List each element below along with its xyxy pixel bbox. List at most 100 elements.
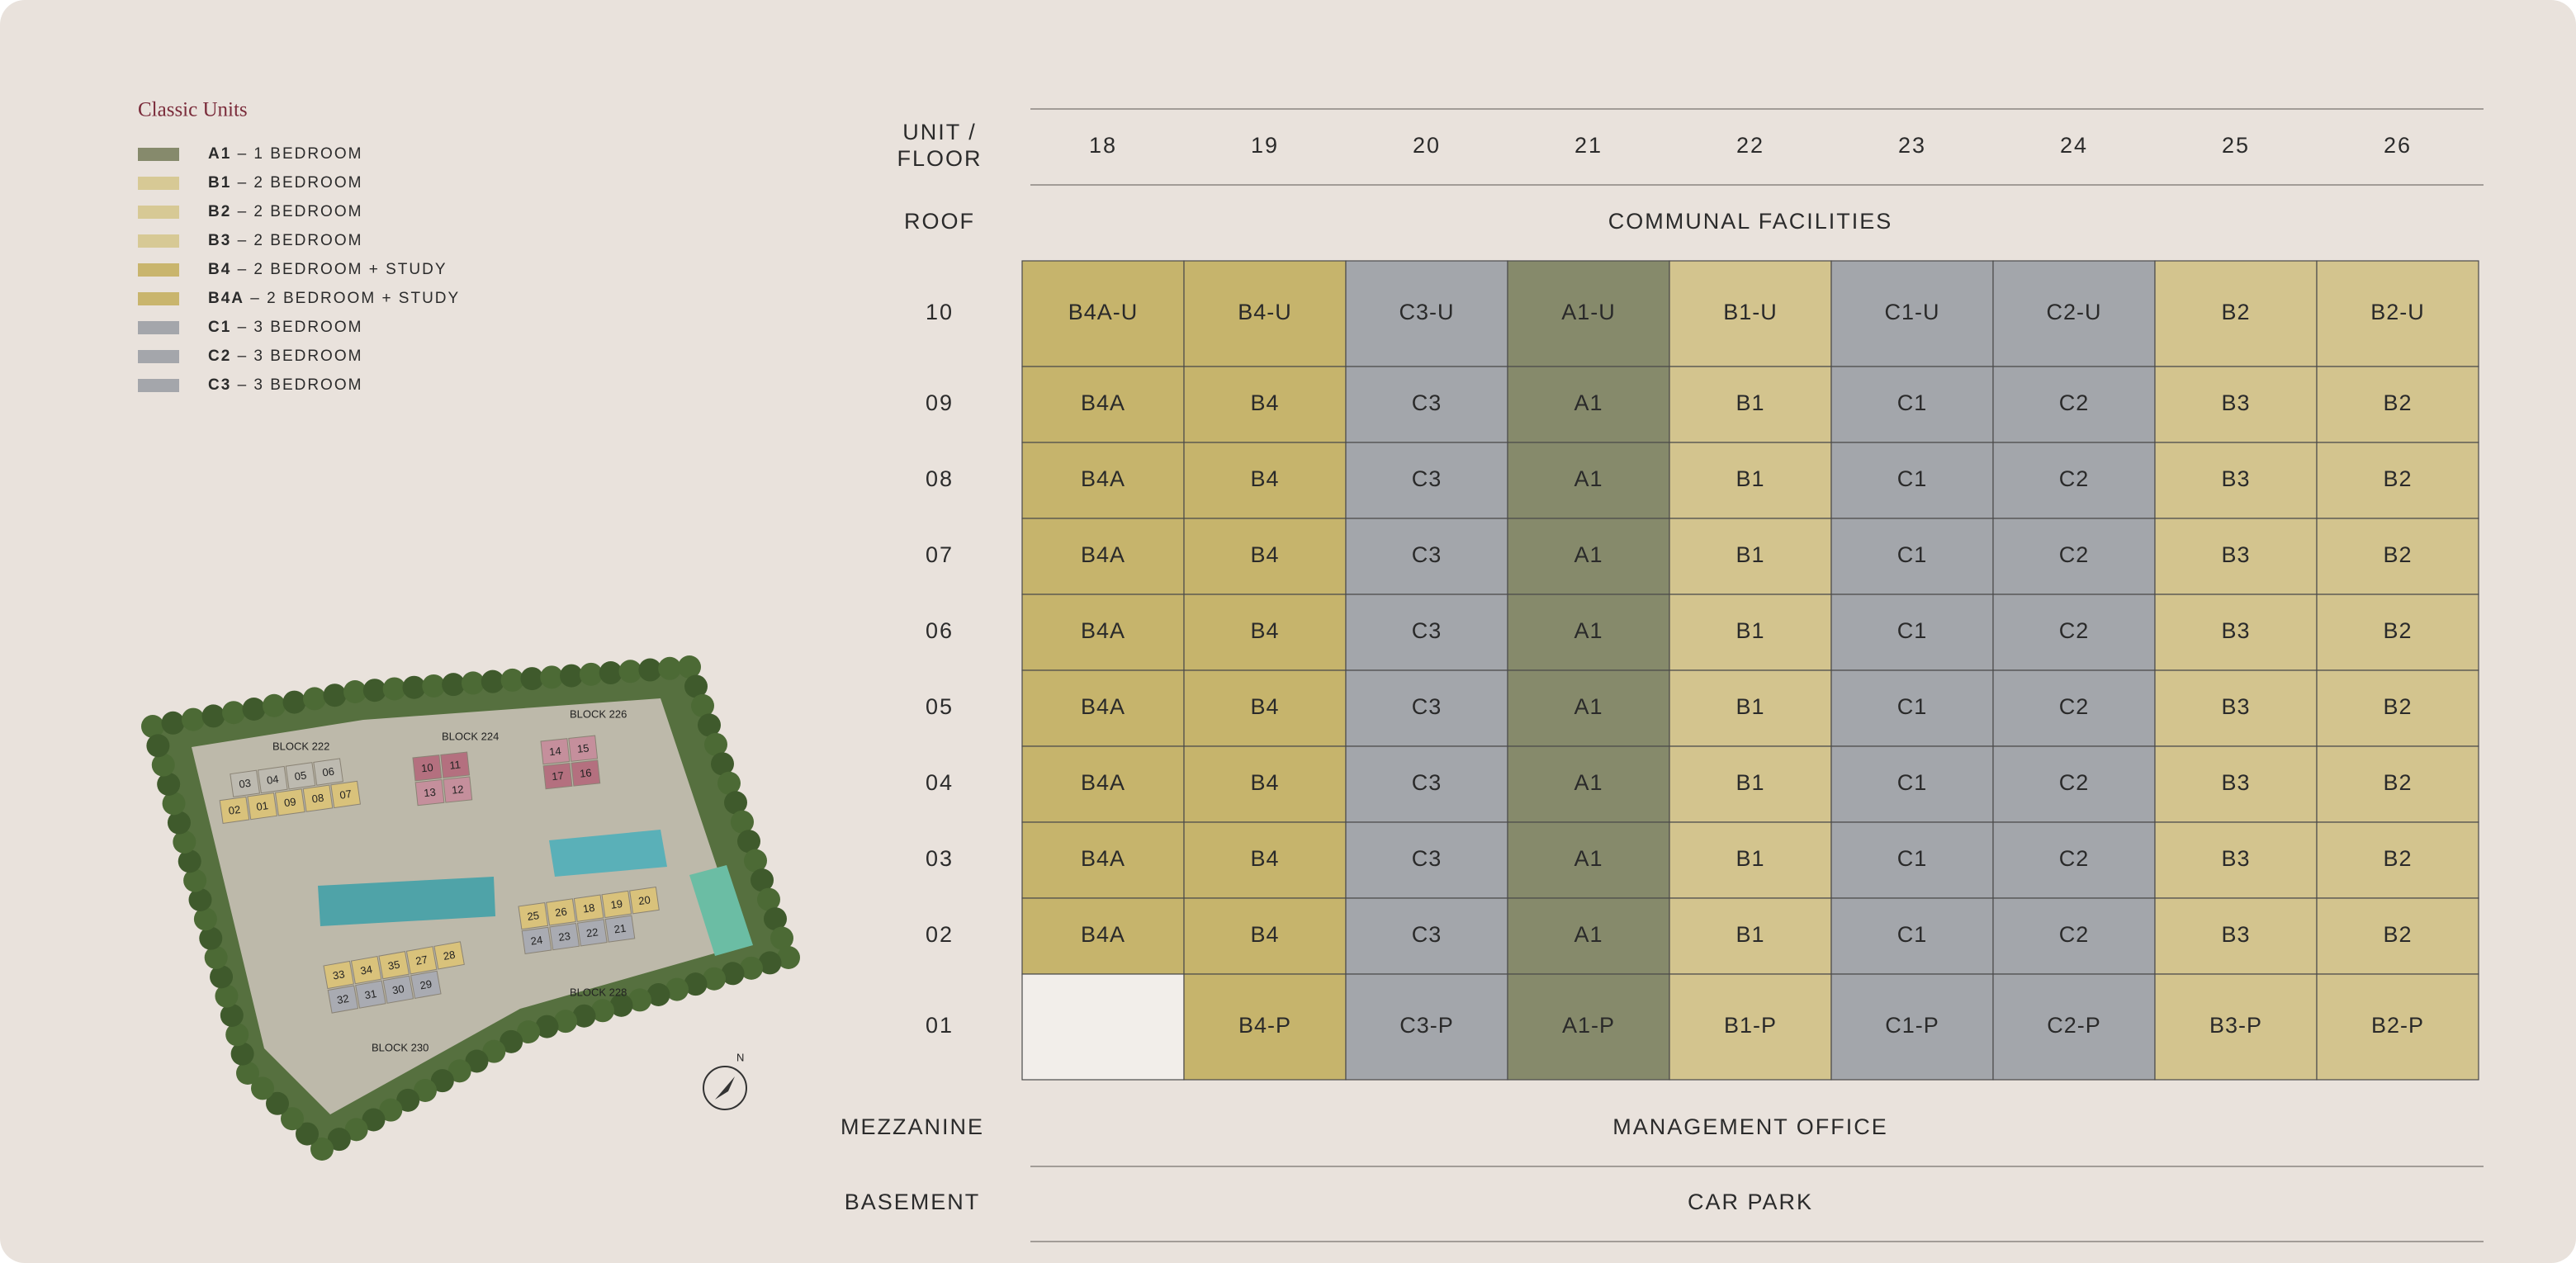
legend-desc: – 1 BEDROOM: [231, 145, 362, 163]
floor-label: 05: [926, 694, 954, 719]
tree: [481, 669, 504, 693]
unit-cell: [1345, 973, 1508, 1081]
unit-cell: [1830, 745, 1994, 823]
column-header: 20: [1413, 133, 1441, 158]
site-unit-label: 31: [363, 987, 377, 1001]
tree: [222, 701, 245, 725]
unit-label: B4A: [1081, 770, 1125, 795]
tree: [199, 926, 223, 950]
tree: [751, 868, 774, 892]
tree: [362, 679, 386, 702]
unit-cell: [1021, 897, 1185, 975]
site-unit-label: 19: [610, 897, 623, 911]
site-unit: [521, 926, 552, 955]
unit-label: B4: [1250, 618, 1279, 643]
legend-label: B4A – 2 BEDROOM + STUDY: [208, 290, 460, 307]
unit-label: B2: [2221, 300, 2250, 324]
floor-usage: COMMUNAL FACILITIES: [1608, 209, 1893, 234]
tree: [204, 946, 228, 969]
unit-label: B2: [2383, 922, 2412, 947]
unit-cell: [1345, 897, 1508, 975]
site-unit-label: 30: [391, 982, 405, 996]
tree: [182, 707, 205, 731]
site-unit: [629, 887, 660, 915]
unit-cell: [1992, 518, 2156, 595]
unit-cell: [1830, 366, 1994, 443]
unit-label: B3: [2221, 542, 2250, 567]
site-unit-label: 23: [557, 930, 571, 944]
site-block: 10 11 13 12: [412, 751, 473, 807]
unit-label: B2: [2383, 466, 2412, 491]
tree: [572, 1004, 596, 1028]
tree: [343, 680, 367, 703]
tree: [764, 907, 787, 931]
unit-label: C1: [1897, 922, 1928, 947]
unit-label: B4-U: [1238, 300, 1292, 324]
unit-label: C1: [1897, 694, 1928, 719]
site-unit-label: 01: [255, 799, 268, 813]
unit-label: C1-P: [1885, 1013, 1939, 1038]
unit-label: C1: [1897, 466, 1928, 491]
site-unit: [410, 970, 442, 999]
unit-cell: [1345, 518, 1508, 595]
site-unit: [412, 754, 443, 782]
site-unit-label: 03: [238, 777, 251, 791]
unit-label: B2: [2383, 770, 2412, 795]
legend-label: B3 – 2 BEDROOM: [208, 232, 362, 249]
legend-code: B3: [208, 232, 231, 249]
unit-cell: [1345, 821, 1508, 899]
tree: [327, 1128, 351, 1152]
legend-swatch: [138, 292, 179, 305]
unit-label: B4: [1250, 694, 1279, 719]
unit-cell: [1507, 973, 1670, 1081]
unit-label: C1: [1897, 542, 1928, 567]
floor-label: 07: [926, 542, 954, 567]
site-unit-label: 24: [530, 934, 543, 948]
unit-cell: [1507, 821, 1670, 899]
unit-cell: [2154, 897, 2318, 975]
site-trees: [141, 655, 800, 1161]
tree: [162, 792, 186, 816]
tree: [402, 675, 426, 699]
site-unit: [327, 985, 359, 1014]
floor-label: ROOF: [904, 209, 975, 234]
tree: [422, 674, 446, 698]
unit-label: C3-U: [1399, 300, 1454, 324]
unit-label: B2: [2383, 618, 2412, 643]
tree: [282, 690, 306, 714]
unit-cell: [1669, 897, 1832, 975]
tree: [591, 999, 614, 1023]
floor-label: 04: [926, 770, 954, 795]
tree: [157, 773, 181, 796]
unit-label: B4A-U: [1068, 300, 1139, 324]
unit-label: B4A: [1081, 922, 1125, 947]
site-unit-label: 13: [424, 786, 437, 799]
unit-cell: [1830, 260, 1994, 367]
legend-label: C3 – 3 BEDROOM: [208, 376, 362, 394]
unit-label: B2-P: [2371, 1013, 2424, 1038]
unit-label: C3: [1412, 694, 1442, 719]
unit-cell: [1345, 442, 1508, 519]
tree: [482, 1039, 506, 1063]
unit-cell: [2154, 669, 2318, 747]
site-unit-label: 04: [266, 773, 279, 787]
tree: [303, 687, 326, 711]
site-unit: [313, 758, 343, 786]
site-unit: [323, 960, 354, 990]
tree: [151, 753, 175, 777]
tree: [263, 693, 286, 717]
site-unit: [568, 735, 599, 762]
unit-cell: [1345, 745, 1508, 823]
tree: [266, 1091, 289, 1115]
unit-cell: [1507, 594, 1670, 671]
legend-code: C2: [208, 348, 231, 365]
site-pool: [549, 830, 667, 877]
site-unit-label: 18: [582, 901, 595, 915]
unit-cell: [1021, 442, 1185, 519]
site-plan: 03 04 05 06 02 01 09 08 07 BLOCK 222 10 11 13 12 BLOCK…: [141, 655, 800, 1161]
tree: [731, 810, 754, 834]
site-unit-label: 20: [637, 893, 651, 907]
unit-cell: [1021, 518, 1185, 595]
